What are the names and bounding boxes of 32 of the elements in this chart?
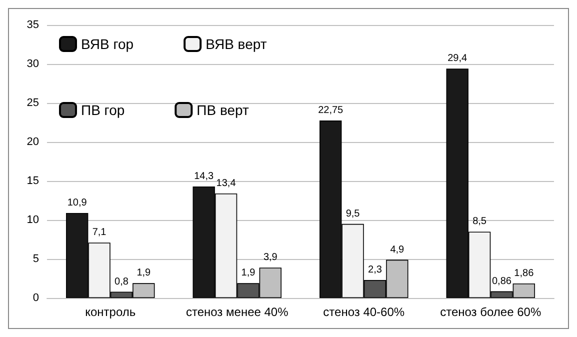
y-tick-label: 15	[26, 175, 39, 187]
data-label: 4,9	[390, 244, 405, 256]
data-label: 1,9	[241, 268, 256, 279]
data-label: 10,9	[67, 197, 88, 208]
data-label: 22,75	[318, 105, 344, 116]
data-label: 2,3	[368, 264, 382, 276]
data-label: 7,1	[92, 227, 107, 238]
x-tick-label: стеноз менее 40%	[186, 305, 289, 319]
x-tick-label: стеноз более 60%	[440, 305, 542, 319]
data-label: 14,3	[194, 170, 214, 182]
x-tick-label: стеноз 40-60%	[323, 305, 405, 319]
y-tick-label: 0	[32, 292, 39, 304]
data-label: 8,5	[472, 216, 487, 228]
data-label: 9,5	[346, 208, 360, 220]
data-label: 3,9	[263, 252, 278, 264]
data-label: 29,4	[448, 53, 468, 64]
y-tick-label: 25	[26, 97, 39, 109]
data-label: 0,8	[114, 276, 129, 288]
data-label: 1,9	[136, 268, 152, 279]
x-tick-label: контроль	[85, 305, 136, 319]
y-tick-label: 10	[26, 214, 39, 226]
y-tick-label: 35	[26, 19, 39, 31]
y-tick-label: 30	[26, 58, 39, 70]
legend-label: ПВ гор	[81, 102, 125, 118]
y-tick-label: 20	[26, 136, 39, 148]
y-tick-label: 5	[32, 253, 39, 265]
legend-label: ВЯВ верт	[206, 36, 268, 52]
data-label: 13,4	[216, 178, 236, 189]
data-label: 0,86	[492, 276, 512, 287]
legend-label: ПВ верт	[196, 102, 250, 118]
legend-label: ВЯВ гор	[81, 36, 134, 52]
data-label: 1,86	[514, 268, 534, 279]
